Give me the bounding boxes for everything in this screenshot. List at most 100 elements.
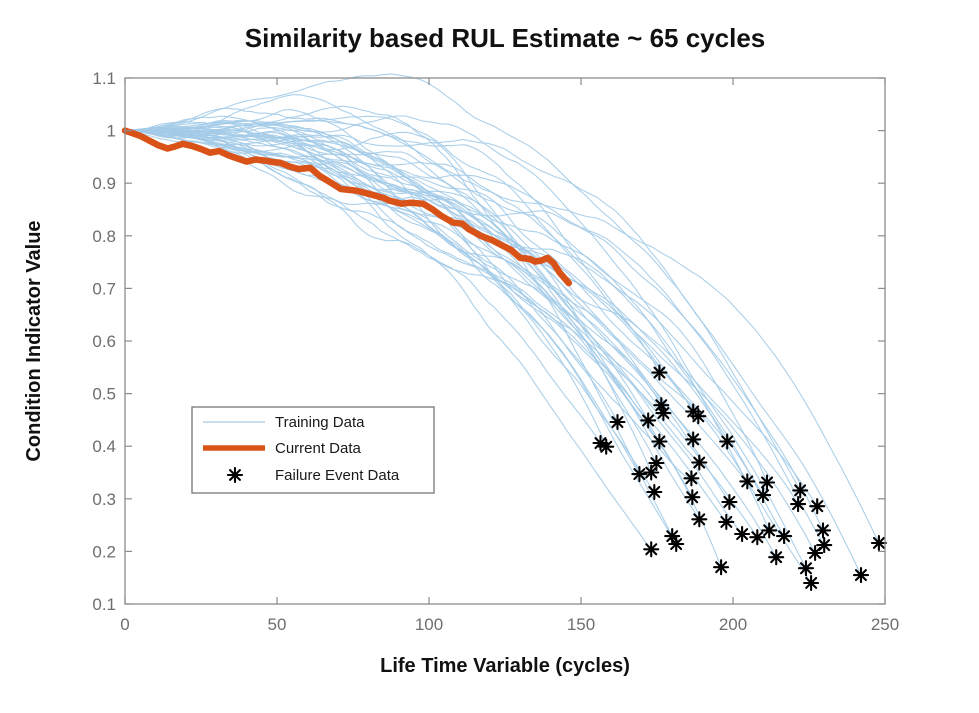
- failure-event-marker: [691, 511, 708, 528]
- chart-title: Similarity based RUL Estimate ~ 65 cycle…: [245, 23, 766, 53]
- training-curve: [124, 129, 601, 444]
- training-curve: [124, 119, 655, 493]
- asterisk-stroke: [633, 468, 646, 481]
- y-tick-label: 0.4: [92, 437, 116, 456]
- y-tick-label: 0.5: [92, 385, 116, 404]
- x-tick-label: 100: [415, 615, 443, 634]
- y-tick-label: 0.9: [92, 174, 116, 193]
- x-axis-label: Life Time Variable (cycles): [380, 655, 630, 677]
- asterisk-stroke: [666, 530, 679, 543]
- training-curve: [124, 126, 824, 531]
- failure-event-marker: [685, 431, 702, 448]
- failure-event-marker: [758, 474, 776, 491]
- x-tick-label: 250: [871, 615, 899, 634]
- y-tick-label: 0.6: [92, 332, 116, 351]
- failure-event-marker: [651, 364, 668, 381]
- asterisk-stroke: [650, 457, 663, 470]
- training-curve: [124, 127, 825, 546]
- training-curve: [124, 129, 664, 414]
- y-tick-label: 0.7: [92, 279, 116, 298]
- failure-event-marker: [631, 466, 648, 483]
- failure-event-marker: [684, 489, 701, 506]
- y-axis-label: Condition Indicator Value: [23, 220, 45, 461]
- asterisk-stroke: [751, 531, 764, 544]
- asterisk-stroke: [761, 476, 774, 489]
- failure-event-marker: [797, 560, 815, 577]
- training-curve: [125, 129, 764, 496]
- asterisk-stroke: [854, 569, 867, 582]
- asterisk-stroke: [818, 539, 831, 552]
- asterisk-stroke: [670, 538, 683, 551]
- y-tick-label: 1: [107, 122, 116, 141]
- failure-event-marker: [803, 574, 820, 592]
- training-curve: [124, 94, 768, 483]
- asterisk-stroke: [229, 469, 241, 481]
- legend: Training Data Current Data Failure Event…: [191, 406, 435, 494]
- failure-event-marker: [655, 405, 672, 422]
- asterisk-stroke: [816, 524, 829, 537]
- failure-event-marker: [683, 470, 700, 487]
- training-curve: [124, 126, 722, 568]
- current-data-path: [121, 127, 573, 287]
- asterisk-stroke: [686, 491, 699, 504]
- asterisk-stroke: [645, 543, 658, 556]
- failure-event-marker: [598, 438, 615, 455]
- training-curve: [124, 128, 694, 412]
- failure-event-marker: [790, 496, 807, 513]
- training-curve: [124, 128, 700, 520]
- asterisk-stroke: [792, 498, 805, 511]
- failure-event-marker: [691, 454, 708, 471]
- training-curve: [124, 130, 758, 538]
- failure-event-marker: [713, 559, 730, 576]
- y-tick-label: 0.3: [92, 490, 116, 509]
- y-tick-label: 0.2: [92, 542, 116, 561]
- failure-event-marker: [648, 454, 665, 472]
- failure-event-marker: [755, 487, 772, 504]
- failure-event-marker: [721, 493, 738, 511]
- asterisk-stroke: [653, 366, 666, 379]
- asterisk-stroke: [741, 475, 754, 488]
- training-curve: [124, 107, 660, 373]
- axis-ticks: [124, 77, 886, 605]
- x-tick-label: 50: [268, 615, 287, 634]
- asterisk-stroke: [736, 528, 749, 541]
- asterisk-stroke: [648, 485, 661, 498]
- training-curve: [124, 119, 880, 544]
- training-curve: [124, 130, 818, 507]
- asterisk-stroke: [653, 435, 666, 448]
- failure-event-marker: [792, 482, 809, 499]
- failure-event-marker: [739, 473, 756, 490]
- failure-event-marker: [643, 464, 660, 481]
- failure-event-marker: [749, 529, 766, 546]
- training-curve: [124, 115, 816, 554]
- legend-current-label: Current Data: [275, 440, 362, 457]
- asterisk-stroke: [594, 437, 607, 450]
- asterisk-stroke: [770, 551, 783, 564]
- failure-event-marker: [646, 483, 663, 501]
- asterisk-stroke: [721, 435, 734, 448]
- legend-asterisk: [226, 466, 244, 484]
- asterisk-stroke: [872, 536, 885, 549]
- asterisk-stroke: [645, 466, 658, 479]
- axis-tick-labels: 0 50 100 150 200 250 0.1 0.2 0.3 0.4 0.5 0.6 0.7 0.8 0…: [92, 69, 899, 634]
- asterisk-stroke: [685, 472, 698, 485]
- failure-event-marker: [651, 433, 668, 450]
- y-tick-label: 0.1: [92, 595, 116, 614]
- training-curve: [124, 129, 699, 417]
- failure-event-marker: [609, 413, 626, 431]
- training-curve: [124, 129, 799, 505]
- training-curve: [124, 125, 812, 584]
- failure-event-marker: [718, 513, 735, 530]
- asterisk-stroke: [687, 433, 700, 446]
- asterisk-stroke: [600, 440, 613, 453]
- asterisk-stroke: [611, 416, 624, 429]
- training-curve: [124, 115, 640, 475]
- x-tick-label: 150: [567, 615, 595, 634]
- training-curve: [125, 130, 728, 442]
- training-curve: [124, 128, 748, 482]
- current-data-line: [121, 127, 573, 287]
- asterisk-stroke: [778, 530, 791, 543]
- asterisk-stroke: [763, 524, 776, 537]
